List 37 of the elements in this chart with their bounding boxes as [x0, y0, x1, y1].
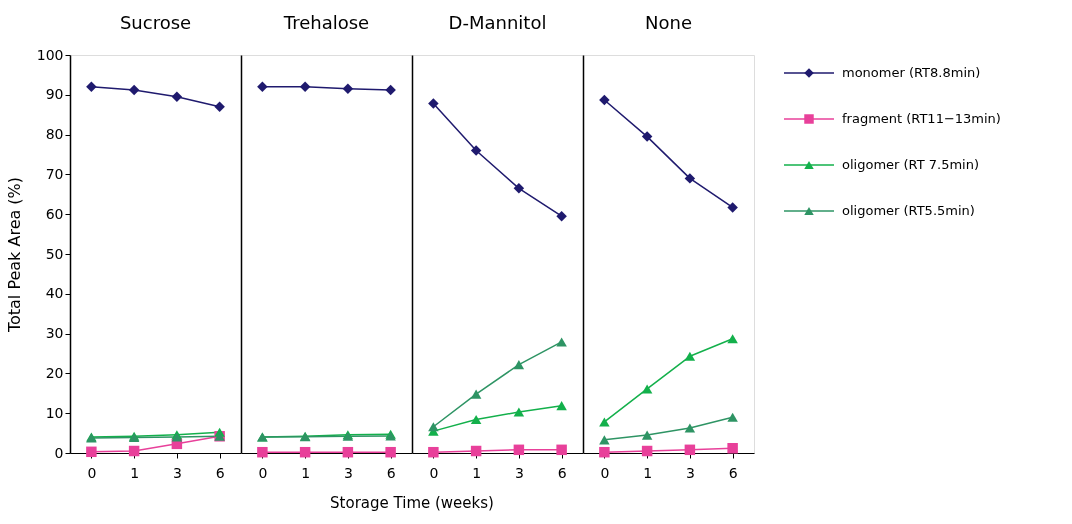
- y-tick-label: 40: [45, 285, 64, 302]
- x-tick-label: 0: [258, 464, 268, 481]
- y-tick-label: 20: [45, 364, 64, 381]
- y-tick-label: 0: [54, 444, 64, 461]
- x-tick-label: 0: [600, 464, 610, 481]
- y-tick-label: 10: [45, 404, 64, 421]
- y-tick-label: 30: [45, 325, 64, 342]
- chart-title: Sucrose: [119, 12, 192, 33]
- x-tick-label: 0: [429, 464, 439, 481]
- x-axis-title: Storage Time (weeks): [330, 494, 494, 512]
- x-tick-label: 1: [130, 464, 140, 481]
- legend-label: monomer (RT8.8min): [842, 65, 981, 80]
- legend-label: oligomer (RT5.5min): [842, 203, 975, 218]
- y-tick-label: 50: [45, 245, 64, 262]
- x-tick-label: 1: [643, 464, 653, 481]
- x-tick-label: 3: [172, 464, 182, 481]
- x-tick-label: 6: [557, 464, 567, 481]
- x-tick-label: 6: [386, 464, 396, 481]
- y-axis-title: Total Peak Area (%): [4, 176, 24, 334]
- chart-title: D-Mannitol: [448, 12, 547, 33]
- x-tick-label: 1: [301, 464, 311, 481]
- x-tick-label: 3: [685, 464, 695, 481]
- y-tick-label: 80: [45, 126, 64, 143]
- x-tick-label: 0: [87, 464, 97, 481]
- chart-title: None: [645, 12, 692, 33]
- y-tick-label: 90: [45, 86, 64, 103]
- chart-title: Trehalose: [282, 12, 370, 33]
- legend-label: fragment (RT11−13min): [842, 111, 1001, 126]
- x-tick-label: 6: [215, 464, 225, 481]
- x-tick-label: 3: [343, 464, 353, 481]
- x-tick-label: 6: [728, 464, 738, 481]
- x-tick-label: 3: [514, 464, 524, 481]
- y-tick-label: 60: [45, 205, 64, 222]
- y-tick-label: 70: [45, 165, 64, 182]
- y-tick-label: 100: [36, 46, 64, 63]
- legend-label: oligomer (RT 7.5min): [842, 157, 980, 172]
- x-tick-label: 1: [472, 464, 482, 481]
